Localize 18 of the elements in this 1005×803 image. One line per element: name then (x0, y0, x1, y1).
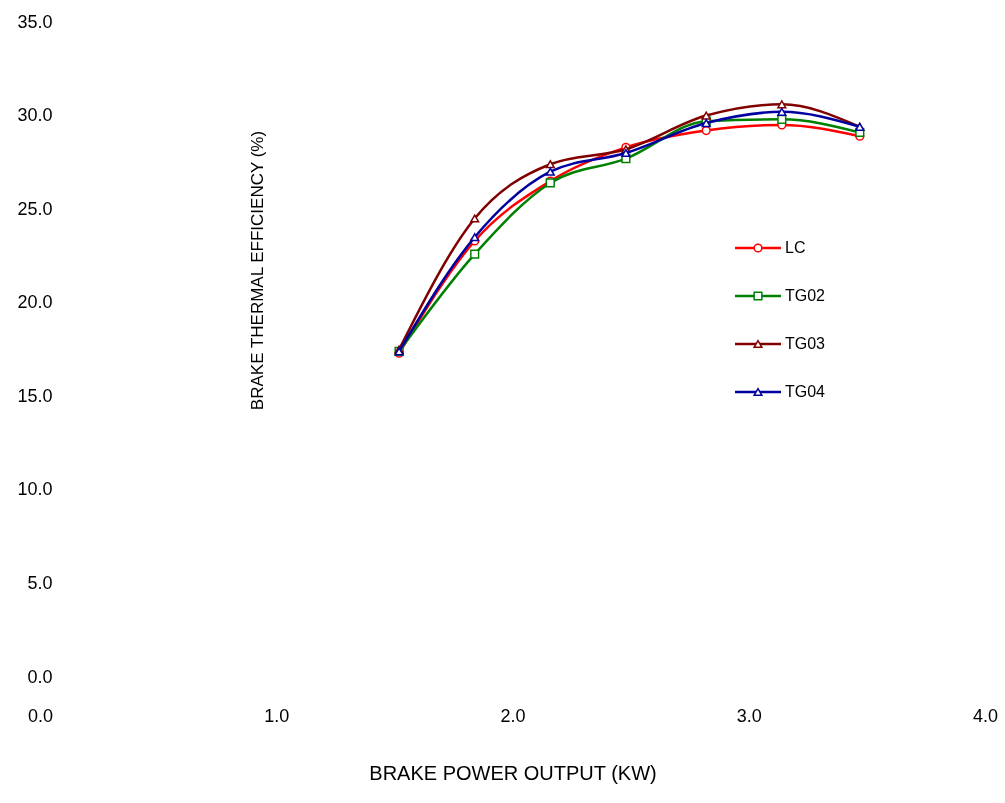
x-axis-title: BRAKE POWER OUTPUT (KW) (369, 761, 657, 784)
legend-label: TG03 (785, 335, 826, 352)
y-axis-title: BRAKE THERMAL EFFICIENCY (%) (247, 130, 267, 411)
legend-label: TG02 (785, 287, 826, 304)
x-tick-label: 3.0 (736, 705, 762, 726)
x-tick-label: 1.0 (264, 705, 290, 726)
y-tick-label: 15.0 (17, 385, 53, 406)
y-tick-label: 30.0 (17, 105, 53, 126)
x-tick-label: 4.0 (972, 705, 999, 726)
y-tick-label: 35.0 (17, 11, 53, 32)
y-tick-label: 5.0 (27, 572, 53, 593)
x-tick-label: 2.0 (500, 705, 526, 726)
y-tick-label: 20.0 (17, 292, 53, 313)
legend-label: TG04 (785, 383, 826, 400)
y-tick-label: 10.0 (17, 479, 53, 500)
y-tick-label: 25.0 (17, 198, 53, 219)
y-tick-label: 0.0 (27, 666, 53, 687)
legend-label: LC (785, 239, 806, 256)
